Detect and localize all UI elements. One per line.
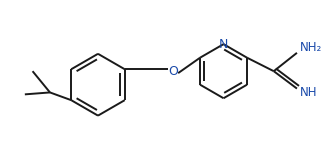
Text: NH: NH [300,86,317,99]
Text: NH₂: NH₂ [300,41,322,54]
Text: N: N [219,38,228,51]
Text: O: O [168,65,178,78]
